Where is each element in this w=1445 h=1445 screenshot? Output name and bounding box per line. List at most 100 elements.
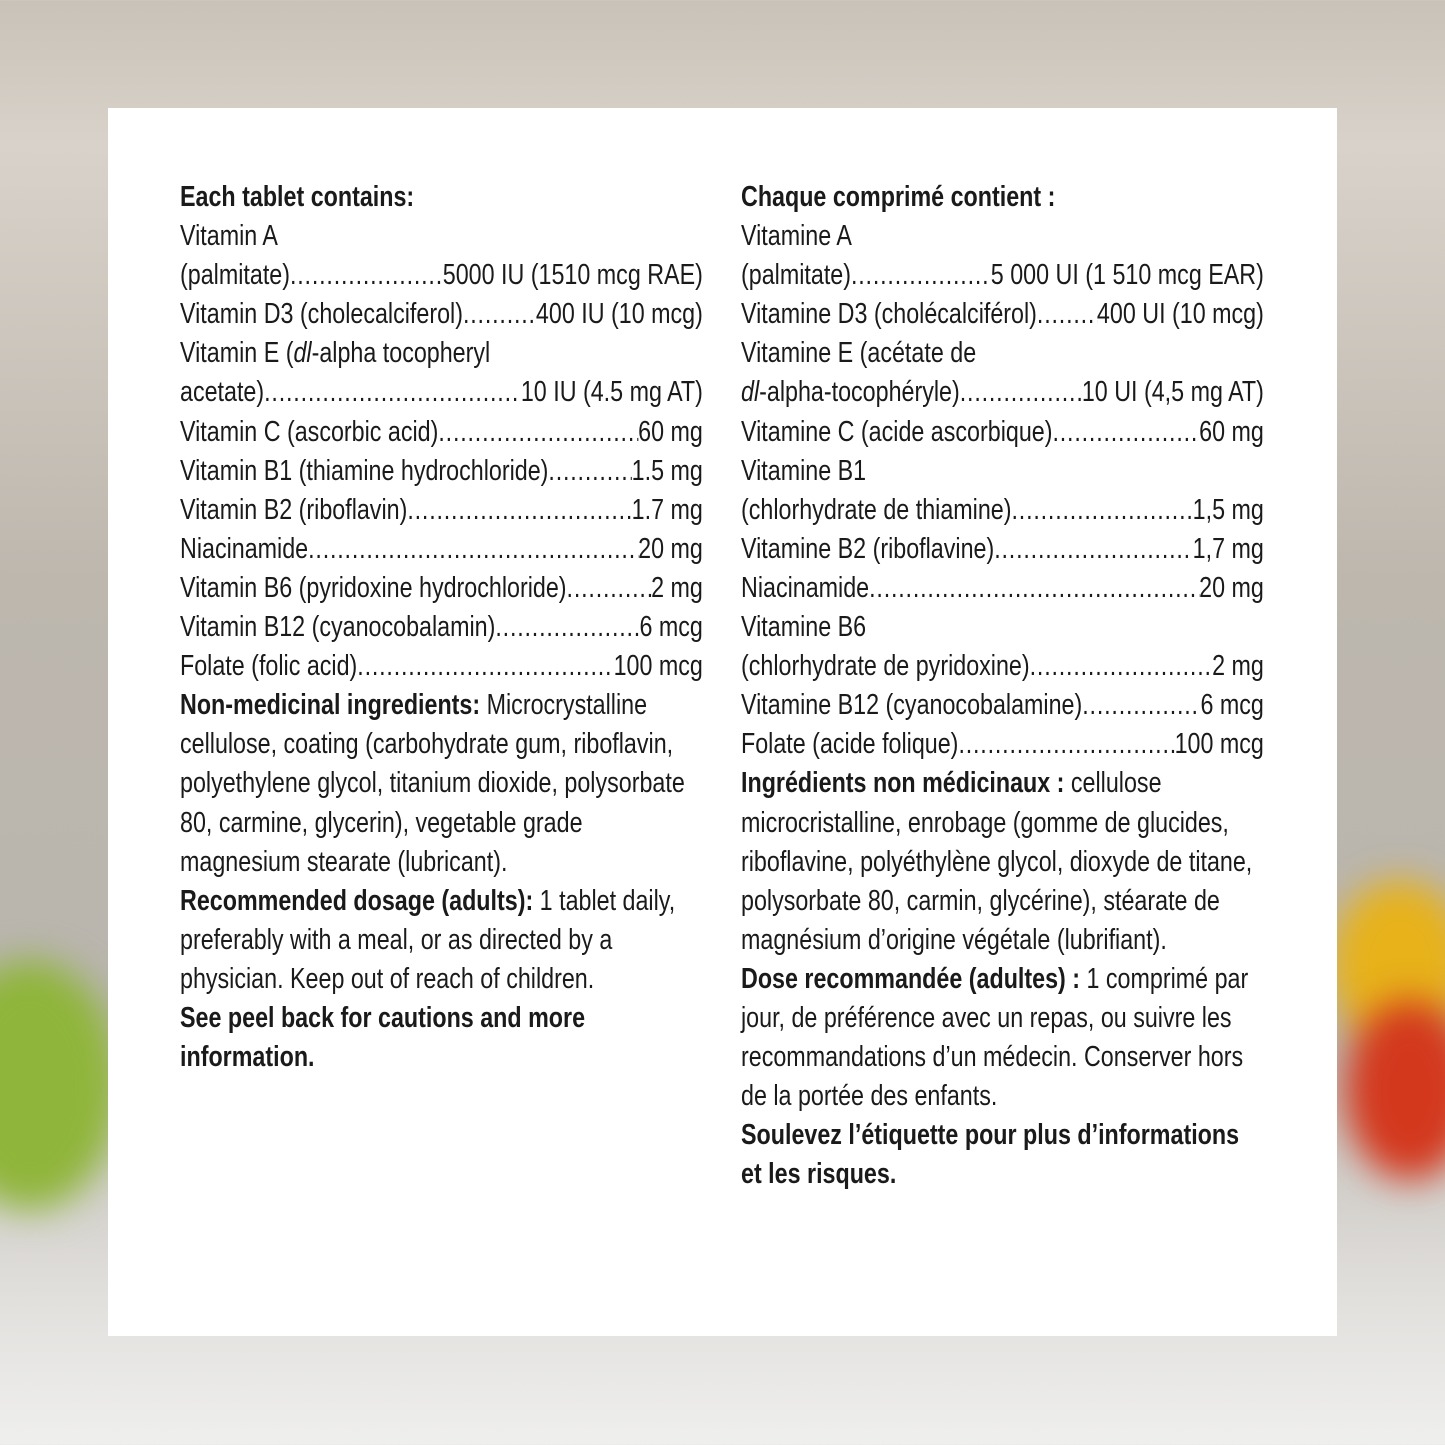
ingredient-amount: 60 mg — [638, 415, 703, 448]
ingredient-line: Vitamine B12 (cyanocobalamine)..........… — [741, 686, 1264, 725]
ingredient-amount: 400 UI (10 mcg) — [1096, 298, 1264, 331]
paragraph-heading: Soulevez l’étiquette pour plus d’informa… — [741, 1119, 1240, 1191]
ingredient-label: Vitamin B6 (pyridoxine hydrochloride) — [180, 569, 567, 608]
ingredient-name: (palmitate) — [741, 259, 851, 292]
ingredient-amount: 1,7 mg — [1192, 532, 1264, 565]
ingredient-amount: 10 IU (4.5 mg AT) — [520, 376, 703, 409]
ingredient-label: Vitamin B12 (cyanocobalamin) — [180, 608, 495, 647]
background-apple — [0, 960, 120, 1210]
paragraph-heading: Recommended dosage (adults): — [180, 884, 534, 917]
ingredient-line: Vitamine A — [741, 217, 1264, 256]
ingredient-name: Vitamin C (ascorbic acid) — [180, 415, 439, 448]
ingredient-label: (chlorhydrate de pyridoxine) — [741, 647, 1030, 686]
label-paragraph: Non-medicinal ingredients: Microcrystall… — [180, 686, 703, 881]
paragraph-text: cellulose microcristalline, enrobage (go… — [741, 767, 1253, 956]
ingredient-line: Folate (folic acid) ....................… — [180, 647, 703, 686]
ingredient-label: acetate) — [180, 373, 264, 412]
ingredient-line: Vitamine E (acétate de — [741, 334, 1264, 373]
ingredient-line: (palmitate).............................… — [741, 256, 1264, 295]
ingredient-name-rest: -alpha tocopheryl — [311, 337, 491, 370]
ingredient-line: Vitamin B6 (pyridoxine hydrochloride)...… — [180, 569, 703, 608]
paragraph-heading: Ingrédients non médicinaux : — [741, 767, 1065, 800]
ingredient-label: Niacinamide — [741, 569, 869, 608]
ingredient-amount: 5 000 UI (1 510 mcg EAR) — [990, 259, 1264, 292]
ingredient-name: Vitamine D3 (cholécalciférol) — [741, 298, 1037, 331]
ingredient-name: Vitamine C (acide ascorbique) — [741, 415, 1053, 448]
ingredient-amount: 20 mg — [1199, 571, 1264, 604]
ingredient-label: (palmitate) — [741, 256, 851, 295]
ingredient-label: Vitamine B1 — [741, 452, 866, 491]
ingredient-line: Vitamin A — [180, 217, 703, 256]
ingredient-label: (palmitate) — [180, 256, 290, 295]
ingredient-name: (palmitate) — [180, 259, 290, 292]
ingredient-amount: 6 mcg — [639, 611, 703, 644]
dot-leader: ........................................… — [308, 532, 639, 565]
ingredient-amount: 1.5 mg — [631, 454, 703, 487]
ingredient-label: Niacinamide — [180, 530, 308, 569]
ingredient-amount: 10 UI (4,5 mg AT) — [1081, 376, 1264, 409]
dot-leader: ........................................… — [462, 298, 536, 331]
french-column: Chaque comprimé contient : Vitamine A (pa… — [741, 178, 1264, 1194]
ingredient-name: Folate (folic acid) — [180, 650, 358, 683]
ingredient-name: (chlorhydrate de pyridoxine) — [741, 650, 1030, 683]
ingredient-amount: 100 mcg — [613, 650, 703, 683]
ingredient-name-italic: dl — [293, 337, 312, 370]
dot-leader: ........................................… — [289, 259, 443, 292]
ingredient-name: Niacinamide — [741, 571, 870, 604]
ingredient-line: Vitamine B2 (riboflavine) ..............… — [741, 530, 1264, 569]
ingredient-name: Folate (acide folique) — [741, 728, 959, 761]
french-heading: Chaque comprimé contient : — [741, 181, 1056, 213]
ingredient-line: Vitamin C (ascorbic acid) ..............… — [180, 413, 703, 452]
ingredient-name: Vitamine B12 (cyanocobalamine) — [741, 689, 1083, 722]
ingredient-name: Vitamin B1 (thiamine hydrochloride) — [180, 454, 549, 487]
label-paragraph: Ingrédients non médicinaux : cellulose m… — [741, 764, 1264, 959]
ingredient-name-italic: dl — [741, 376, 760, 409]
ingredient-name: (chlorhydrate de thiamine) — [741, 493, 1012, 526]
dot-leader: ........................................… — [958, 728, 1174, 761]
paragraph-heading: Non-medicinal ingredients: — [180, 689, 481, 722]
ingredient-amount: 20 mg — [638, 532, 703, 565]
ingredient-name: Niacinamide — [180, 532, 309, 565]
dot-leader: ........................................… — [357, 650, 613, 683]
dot-leader: ........................................… — [495, 611, 639, 644]
dot-leader: ........................................… — [407, 493, 632, 526]
dot-leader: ........................................… — [264, 376, 521, 409]
ingredient-label: Vitamin D3 (cholecalciferol) — [180, 295, 463, 334]
ingredient-label: Vitamine B2 (riboflavine) — [741, 530, 994, 569]
ingredient-line: Vitamine B1 — [741, 452, 1264, 491]
dot-leader: ........................................… — [438, 415, 638, 448]
dot-leader: ........................................… — [850, 259, 991, 292]
ingredient-label: Vitamine D3 (cholécalciférol) — [741, 295, 1037, 334]
paragraph-text: 1 comprimé par jour, de préférence avec … — [741, 962, 1249, 1113]
label-panel: Each tablet contains: Vitamin A (palmitat… — [108, 108, 1337, 1336]
label-paragraph: Dose recommandée (adultes) : 1 comprimé … — [741, 960, 1264, 1116]
ingredient-label: (chlorhydrate de thiamine) — [741, 491, 1011, 530]
ingredient-label: Folate (acide folique) — [741, 725, 958, 764]
dot-leader: ........................................… — [1011, 493, 1193, 526]
ingredient-amount: 100 mcg — [1174, 728, 1264, 761]
label-paragraph: See peel back for cautions and more info… — [180, 999, 703, 1077]
ingredient-amount: 400 IU (10 mcg) — [535, 298, 703, 331]
ingredient-line: Vitamine B6 — [741, 608, 1264, 647]
ingredient-name: Vitamine B2 (riboflavine) — [741, 532, 995, 565]
ingredient-label: Vitamin E (dl-alpha tocopheryl — [180, 334, 490, 373]
ingredient-line: Vitamine D3 (cholécalciférol)...........… — [741, 295, 1264, 334]
ingredient-label: Vitamin A — [180, 217, 278, 256]
ingredient-name: Vitamin D3 (cholecalciferol) — [180, 298, 463, 331]
ingredient-line: (chlorhydrate de pyridoxine)............… — [741, 647, 1264, 686]
ingredient-name: acetate) — [180, 376, 265, 409]
ingredient-line: (chlorhydrate de thiamine) .............… — [741, 491, 1264, 530]
dot-leader: ........................................… — [959, 376, 1082, 409]
background-pepper-red — [1345, 1000, 1445, 1180]
ingredient-label: Vitamin B1 (thiamine hydrochloride) — [180, 452, 548, 491]
ingredient-name: Vitamine B6 — [741, 611, 867, 644]
ingredient-amount: 5000 IU (1510 mcg RAE) — [442, 259, 703, 292]
dot-leader: ........................................… — [566, 571, 652, 604]
ingredient-line: Vitamin D3 (cholecalciferol)............… — [180, 295, 703, 334]
ingredient-label: Folate (folic acid) — [180, 647, 357, 686]
ingredient-label: Vitamin B2 (riboflavin) — [180, 491, 407, 530]
ingredient-line: Vitamin E (dl-alpha tocopheryl — [180, 334, 703, 373]
ingredient-name: Vitamine A — [741, 220, 852, 253]
ingredient-line: dl-alpha-tocophéryle)...................… — [741, 373, 1264, 412]
ingredient-amount: 6 mcg — [1200, 689, 1264, 722]
